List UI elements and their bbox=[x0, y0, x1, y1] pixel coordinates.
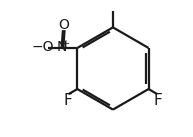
Text: N: N bbox=[56, 40, 67, 54]
Text: F: F bbox=[63, 93, 72, 108]
Text: F: F bbox=[154, 93, 163, 108]
Text: −O: −O bbox=[31, 40, 54, 54]
Text: O: O bbox=[58, 18, 69, 32]
Text: +: + bbox=[61, 39, 69, 49]
